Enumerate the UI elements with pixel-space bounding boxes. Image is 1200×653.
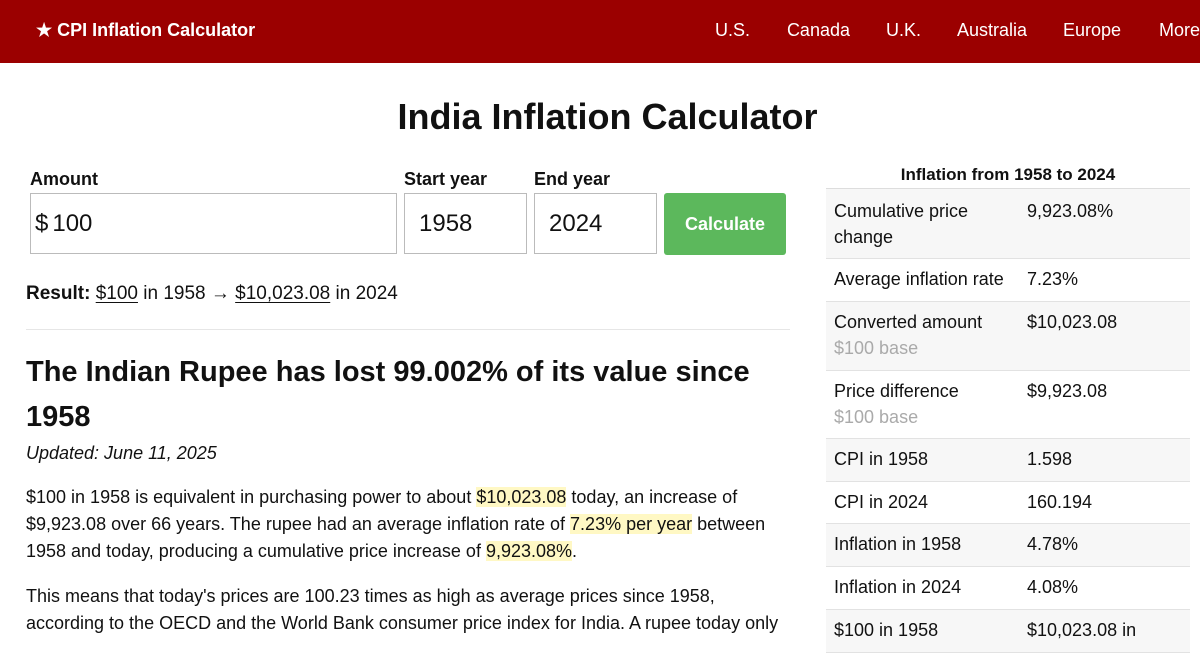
table-row: Converted amount $100 base $10,023.08 bbox=[826, 302, 1190, 371]
row-sublabel: $100 base bbox=[834, 407, 919, 427]
row-value: $10,023.08 in bbox=[1027, 620, 1137, 640]
nav-canada[interactable]: Canada bbox=[786, 20, 850, 40]
calculate-button[interactable]: Calculate bbox=[664, 193, 786, 255]
row-label: $100 in 1958 bbox=[834, 620, 939, 640]
table-row: Cumulative price change 9,923.08% bbox=[826, 189, 1190, 259]
row-label: CPI in 1958 bbox=[834, 449, 929, 469]
result-label: Result: bbox=[26, 283, 91, 304]
summary-paragraph: $100 in 1958 is equivalent in purchasing… bbox=[26, 484, 796, 565]
page-title: India Inflation Calculator bbox=[397, 96, 818, 137]
table-row: Inflation in 2024 4.08% bbox=[826, 567, 1190, 610]
section-divider bbox=[26, 329, 790, 330]
nav-australia[interactable]: Australia bbox=[956, 20, 1027, 40]
result-to-amount: $10,023.08 bbox=[235, 283, 331, 304]
row-label: Price difference bbox=[834, 381, 959, 401]
row-label: Cumulative price change bbox=[834, 201, 969, 247]
nav-europe[interactable]: Europe bbox=[1062, 20, 1121, 40]
summary-text-3: between 1958 and today, producing a cumu… bbox=[26, 514, 766, 561]
updated-date: Updated: June 11, 2025 bbox=[26, 443, 217, 463]
nav-uk[interactable]: U.K. bbox=[885, 20, 921, 40]
row-label: Converted amount bbox=[834, 312, 983, 332]
amount-input[interactable] bbox=[52, 209, 396, 238]
row-label: CPI in 2024 bbox=[834, 492, 929, 512]
row-label: Average inflation rate bbox=[834, 269, 1004, 289]
result-from-text: in 1958 → bbox=[143, 283, 230, 304]
result-from-amount: $100 bbox=[95, 283, 138, 304]
start-year-label: Start year bbox=[404, 169, 488, 189]
highlight-converted-amount: $10,023.08 bbox=[476, 487, 567, 507]
inflation-summary-table: Cumulative price change 9,923.08% Averag… bbox=[826, 188, 1190, 653]
end-year-label: End year bbox=[534, 169, 611, 189]
table-row: Price difference $100 base $9,923.08 bbox=[826, 371, 1190, 439]
row-value: $10,023.08 bbox=[1027, 312, 1118, 332]
nav-more[interactable]: More bbox=[1158, 20, 1200, 40]
table-row: CPI in 2024 160.194 bbox=[826, 482, 1190, 524]
row-value: $9,923.08 bbox=[1027, 381, 1108, 401]
row-value: 1.598 bbox=[1027, 449, 1073, 469]
start-year-field bbox=[404, 193, 527, 254]
table-row: CPI in 1958 1.598 bbox=[826, 439, 1190, 482]
end-year-input[interactable] bbox=[549, 209, 656, 238]
start-year-input[interactable] bbox=[419, 209, 526, 238]
sidebar-title: Inflation from 1958 to 2024 bbox=[900, 165, 1116, 184]
highlight-avg-rate: 7.23% per year bbox=[570, 514, 693, 534]
result-line: Result: $100 in 1958 → $10,023.08 in 202… bbox=[26, 283, 398, 305]
currency-symbol: $ bbox=[35, 209, 49, 237]
table-row: Inflation in 1958 4.78% bbox=[826, 524, 1190, 567]
detail-paragraph: This means that today's prices are 100.2… bbox=[26, 586, 779, 633]
summary-text-1: $100 in 1958 is equivalent in purchasing… bbox=[26, 487, 477, 507]
summary-text-2: today, an increase of $9,923.08 over 66 … bbox=[26, 487, 738, 534]
summary-text-4: . bbox=[572, 541, 578, 561]
article-headline: The Indian Rupee has lost 99.002% of its… bbox=[26, 356, 750, 433]
top-navigation-bar: ★ CPI Inflation Calculator U.S. Canada U… bbox=[0, 0, 1200, 63]
amount-field: $ bbox=[30, 193, 397, 254]
end-year-field bbox=[534, 193, 657, 254]
site-logo-link[interactable]: ★ CPI Inflation Calculator bbox=[36, 20, 256, 40]
row-value: 160.194 bbox=[1027, 492, 1093, 512]
row-sublabel: $100 base bbox=[834, 338, 919, 358]
row-value: 4.08% bbox=[1027, 577, 1079, 597]
row-label: Inflation in 2024 bbox=[834, 577, 962, 597]
amount-label: Amount bbox=[30, 169, 98, 189]
row-value: 9,923.08% bbox=[1027, 201, 1114, 221]
table-row: Average inflation rate 7.23% bbox=[826, 259, 1190, 302]
row-value: 7.23% bbox=[1027, 269, 1079, 289]
row-label-group: Price difference $100 base bbox=[826, 378, 1027, 438]
row-label-group: Converted amount $100 base bbox=[826, 309, 1027, 370]
highlight-cumulative: 9,923.08% bbox=[485, 541, 573, 561]
nav-us[interactable]: U.S. bbox=[714, 20, 750, 40]
row-label: Inflation in 1958 bbox=[834, 534, 962, 554]
result-to-text: in 2024 bbox=[335, 283, 398, 304]
table-row: $100 in 1958 $10,023.08 in bbox=[826, 610, 1190, 653]
row-value: 4.78% bbox=[1027, 534, 1079, 554]
